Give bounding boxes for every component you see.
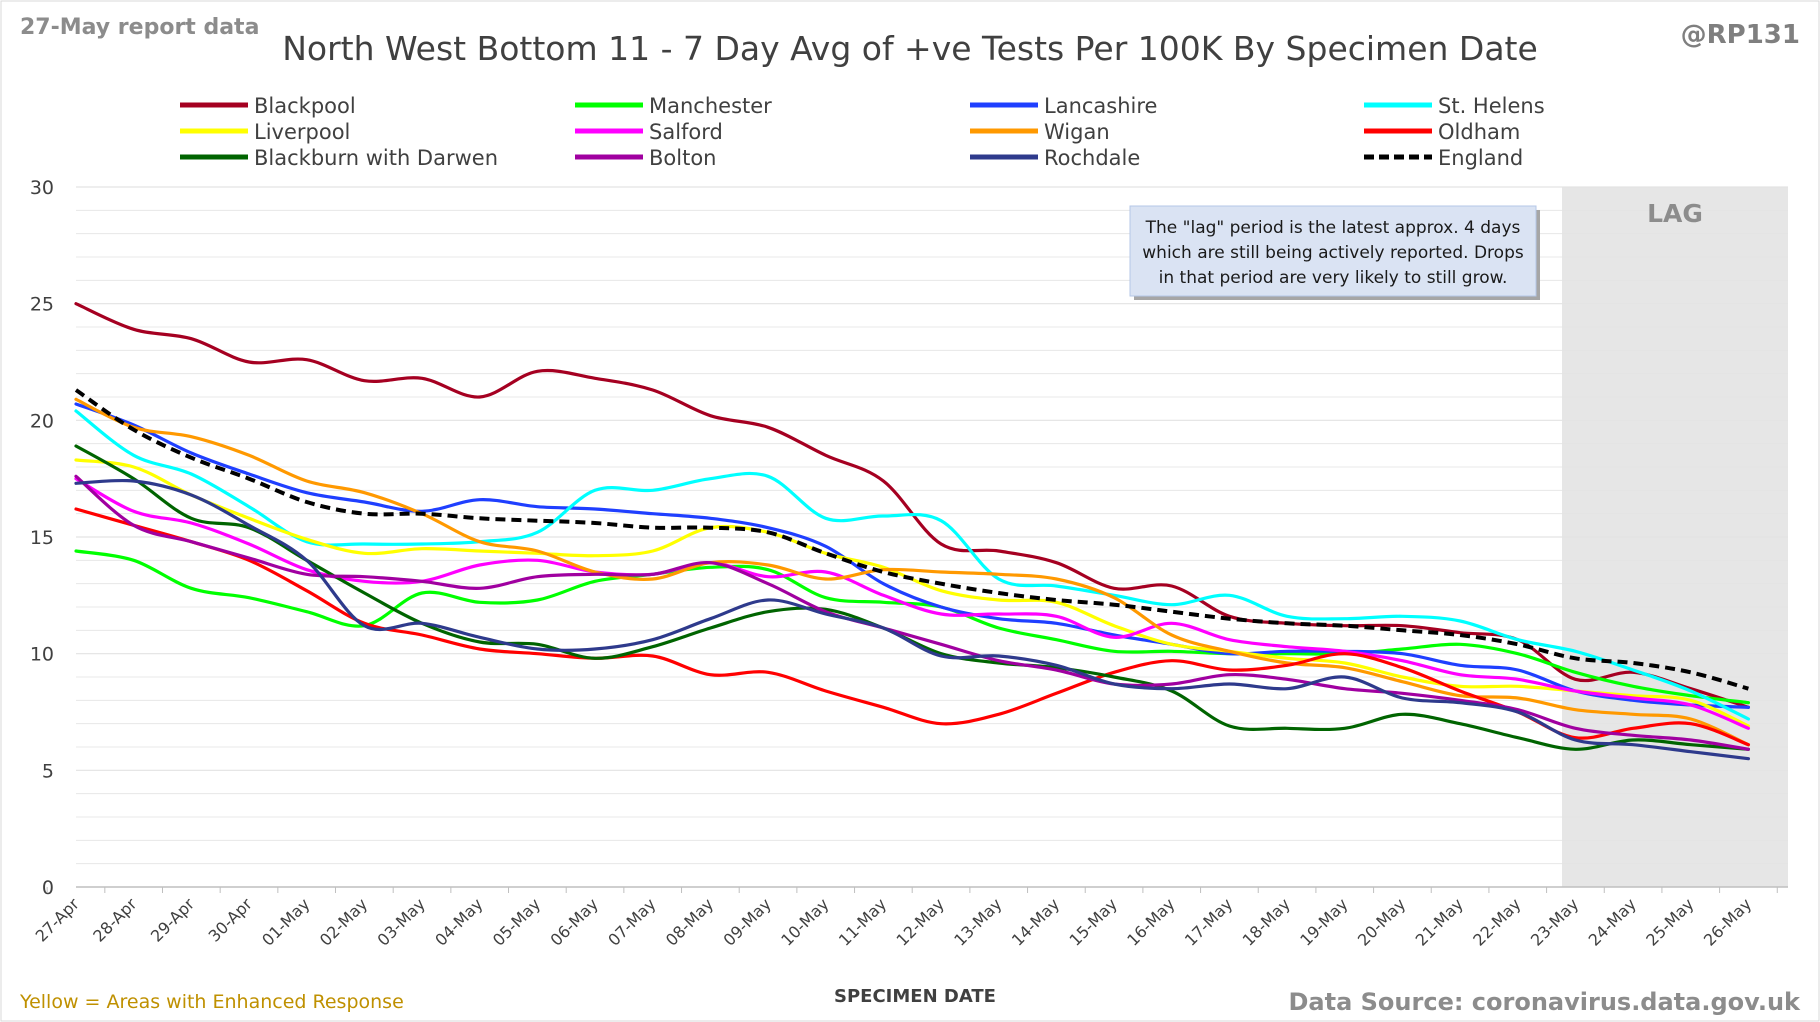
legend-label: Blackburn with Darwen	[254, 146, 498, 170]
legend-label: Lancashire	[1044, 94, 1157, 118]
lag-note-box: The "lag" period is the latest approx. 4…	[1129, 205, 1540, 300]
series-line-wigan	[74, 397, 1750, 747]
legend-item-manchester: Manchester	[575, 94, 772, 118]
y-tick-label: 15	[30, 527, 54, 549]
legend-label: Oldham	[1438, 120, 1520, 144]
legend-item-lancashire: Lancashire	[970, 94, 1157, 118]
y-tick-label: 20	[30, 410, 54, 432]
series-line-rochdale	[74, 478, 1750, 761]
report-tag: 27-May report data	[20, 15, 259, 40]
series-line-england	[74, 388, 1749, 691]
legend-label: St. Helens	[1438, 94, 1545, 118]
legend-item-salford: Salford	[575, 120, 723, 144]
legend-label: Salford	[649, 120, 723, 144]
legend-label: Liverpool	[254, 120, 350, 144]
legend-item-oldham: Oldham	[1364, 120, 1520, 144]
legend-label: Wigan	[1044, 120, 1110, 144]
lag-label: LAG	[1647, 199, 1703, 228]
legend-item-blackburn-with-darwen: Blackburn with Darwen	[180, 146, 498, 170]
legend-item-wigan: Wigan	[970, 120, 1110, 144]
legend-item-st-helens: St. Helens	[1364, 94, 1545, 118]
y-tick-label: 10	[30, 644, 54, 666]
legend-label: Manchester	[649, 94, 772, 118]
x-axis-label: SPECIMEN DATE	[834, 986, 996, 1007]
y-tick-label: 30	[30, 177, 54, 199]
legend-label: Rochdale	[1044, 146, 1140, 170]
series-line-blackpool	[74, 302, 1750, 709]
lag-note-line-3: in that period are very likely to still …	[1159, 268, 1508, 288]
legend: Blackpool Manchester Lancashire St. Helens L…	[180, 94, 1545, 170]
legend-label: England	[1438, 146, 1523, 170]
series-line-lancashire	[74, 402, 1750, 709]
x-axis-tick-marks	[46, 887, 1778, 893]
chart-title: North West Bottom 11 - 7 Day Avg of +ve …	[282, 29, 1538, 68]
lag-note-background	[1129, 205, 1537, 297]
legend-item-england: England	[1364, 146, 1523, 170]
series-line-salford	[74, 477, 1750, 730]
y-tick-label: 0	[42, 877, 54, 899]
lag-note-line-1: The "lag" period is the latest approx. 4…	[1145, 218, 1521, 238]
y-tick-label: 25	[30, 294, 54, 316]
legend-item-rochdale: Rochdale	[970, 146, 1140, 170]
legend-item-liverpool: Liverpool	[180, 120, 350, 144]
data-source: Data Source: coronavirus.data.gov.uk	[1289, 988, 1802, 1016]
series-line-st-helens	[74, 409, 1750, 721]
series-lines	[74, 302, 1750, 761]
legend-item-bolton: Bolton	[575, 146, 716, 170]
author-handle: @RP131	[1681, 20, 1800, 50]
series-line-oldham	[74, 507, 1750, 747]
legend-label: Blackpool	[254, 94, 356, 118]
y-axis-ticks: 0 5 10 15 20 25 30	[30, 177, 54, 899]
legend-item-blackpool: Blackpool	[180, 94, 356, 118]
enhanced-response-note: Yellow = Areas with Enhanced Response	[19, 991, 404, 1013]
legend-label: Bolton	[649, 146, 716, 170]
series-line-bolton	[74, 474, 1750, 751]
lag-note-line-2: which are still being actively reported.…	[1142, 243, 1524, 263]
y-tick-label: 5	[42, 760, 54, 782]
